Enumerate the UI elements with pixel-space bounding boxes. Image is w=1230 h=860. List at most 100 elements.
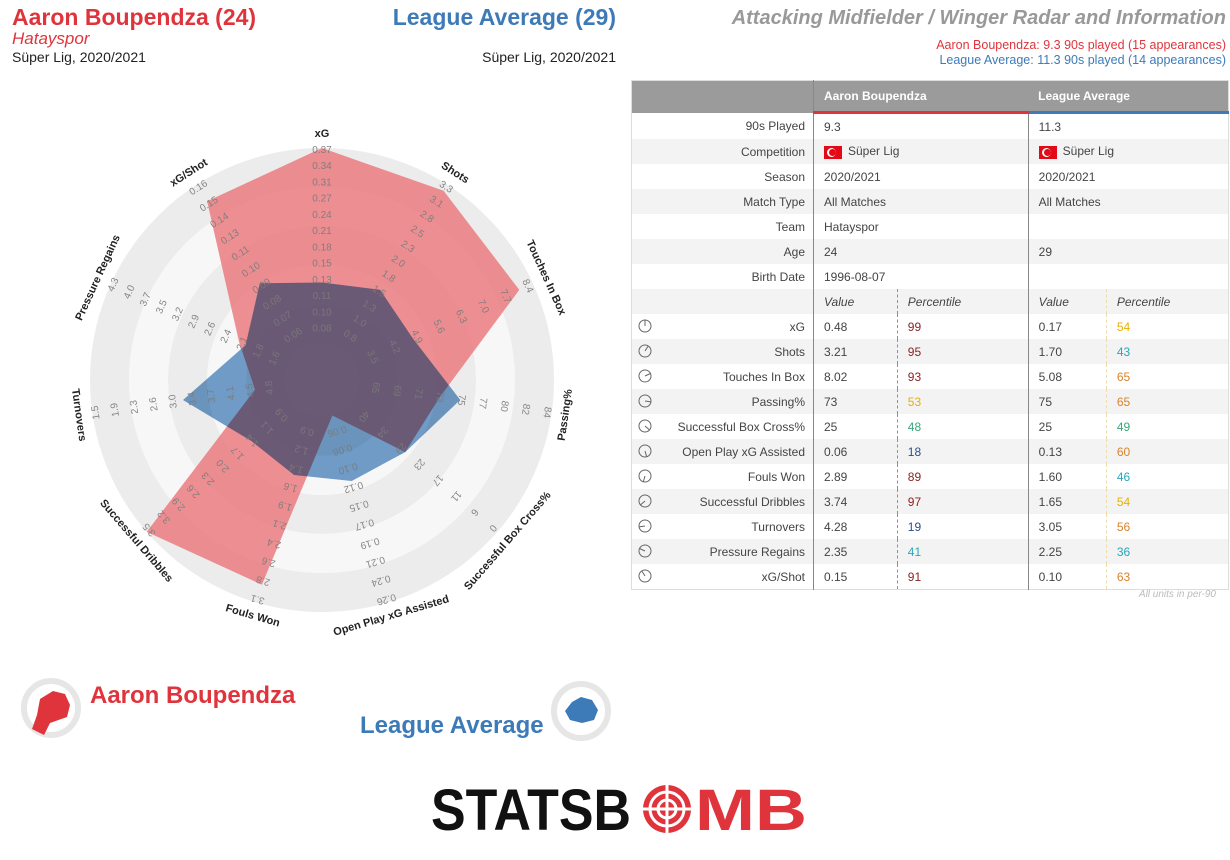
info-row-player2-value: 29 [1027, 239, 1229, 264]
info-value: 24 [824, 244, 838, 259]
radar-axis-label: xG [315, 128, 330, 140]
metric-label: Touches In Box [631, 364, 814, 389]
table-row: Match Type All Matches All Matches [631, 189, 1229, 214]
radar-tick-label: 0.24 [369, 572, 391, 588]
radar-tick-label: 1.9 [109, 402, 122, 418]
radar-tick-label: 2.8 [255, 573, 272, 588]
radar-tick-label: 6 [468, 506, 480, 518]
radar-tick-label: 0.19 [358, 535, 380, 551]
radar-tick-label: 4.2 [386, 338, 402, 356]
radar-tick-label: 0.31 [312, 177, 332, 188]
table-row: Passing% 73 53 75 65 [631, 389, 1229, 414]
metric-player2-percentile: 43 [1105, 339, 1229, 364]
info-row-player1-value: All Matches [813, 189, 1029, 214]
radar-tick-label: 0.06 [326, 422, 348, 438]
table-header-player1: Aaron Boupendza [813, 80, 1029, 114]
radar-tick-label: 2.9 [186, 313, 202, 331]
metric-player1-value: 0.15 [824, 569, 848, 584]
metric-player1-percentile: 41 [896, 539, 1029, 564]
info-row-label: Season [631, 164, 814, 189]
metric-player2-percentile: 49 [1105, 414, 1229, 439]
logo-target-icon [641, 783, 693, 835]
player1-summary: Aaron Boupendza: 9.3 90s played (15 appe… [936, 38, 1226, 52]
metric-dial-icon [638, 444, 652, 458]
table-row: xG/Shot 0.15 91 0.10 63 [631, 564, 1229, 590]
info-row-player1-value: 2020/2021 [814, 164, 1029, 189]
info-row-player2-value [1027, 214, 1229, 239]
metric-player1-value: 3.74 [813, 489, 898, 514]
metric-label: Passing% [631, 389, 814, 414]
metric-label: Pressure Regains [631, 539, 814, 564]
radar-chart: 0.08 0.10 0.11 0.13 0.15 0.18 0.21 0.24 0.27 0.31… [69, 128, 575, 639]
info-value: 2020/2021 [1038, 169, 1096, 184]
player2-legend-label: League Average [360, 712, 544, 739]
metric-player1-value: 73 [813, 389, 898, 414]
metric-dial-icon [638, 519, 652, 533]
radar-tick-label: 0.08 [331, 441, 353, 457]
radar-tick-label: 82 [519, 403, 532, 416]
metric-dial-icon [638, 494, 652, 508]
percentile-header: Percentile [1105, 289, 1229, 314]
table-row: Touches In Box 8.02 93 5.08 65 [631, 364, 1229, 389]
metric-player1-percentile: 93 [896, 364, 1029, 389]
metric-dial-icon [638, 394, 652, 408]
radar-tick-label: 69 [390, 384, 403, 397]
radar-tick-label: 8.4 [519, 278, 535, 296]
table-row: Shots 3.21 95 1.70 43 [631, 339, 1229, 364]
metric-name: Open Play xG Assisted [682, 444, 805, 459]
radar-tick-label: 3.1 [249, 592, 266, 607]
radar-tick-label: 0.18 [312, 242, 332, 253]
radar-tick-label: 65 [369, 381, 382, 394]
radar-tick-label: 0.15 [347, 497, 369, 513]
metric-label: Successful Dribbles [631, 489, 814, 514]
info-row-label: Age [631, 239, 814, 264]
radar-tick-label: 3.4 [186, 390, 199, 406]
table-header-blank [631, 80, 814, 113]
radar-tick-label: 80 [498, 400, 511, 413]
radar-tick-label: 0.27 [312, 194, 332, 205]
metric-player1-value: 2.35 [813, 539, 898, 564]
radar-title: Attacking Midfielder / Winger Radar and … [731, 7, 1226, 29]
logo-text-right: MB [695, 778, 807, 838]
radar-tick-label: 0.17 [353, 516, 375, 532]
metric-dial-icon [638, 569, 652, 583]
metric-name: Fouls Won [747, 469, 805, 484]
info-value: 29 [1038, 244, 1052, 259]
metric-player1-value: 8.02 [824, 369, 848, 384]
radar-tick-label: 3.7 [206, 388, 219, 404]
metric-player2-percentile: 65 [1105, 389, 1229, 414]
metric-player2-value: 5.08 [1038, 369, 1062, 384]
radar-tick-label: 6.3 [453, 308, 469, 326]
metric-player2-value: 1.70 [1028, 339, 1107, 364]
radar-tick-label: 1.5 [90, 404, 103, 420]
metric-player1-percentile: 89 [896, 464, 1029, 489]
radar-tick-label: 2.4 [219, 327, 235, 345]
radar-tick-label: 4.5 [244, 382, 257, 398]
radar-tick-label: 3.7 [138, 291, 154, 309]
metric-player1-percentile: 99 [896, 314, 1029, 339]
table-row: Competition Süper Lig Süper Lig [631, 139, 1229, 164]
metric-player1-value: 2.89 [824, 469, 848, 484]
metric-name: Successful Box Cross% [677, 419, 805, 434]
info-row-player1-value: 24 [813, 239, 1029, 264]
table-row: Turnovers 4.28 19 3.05 56 [631, 514, 1229, 539]
radar-tick-label: 73 [433, 391, 446, 404]
info-value: 11.3 [1038, 119, 1062, 134]
radar-tick-label: 0.9 [299, 423, 316, 438]
info-value: Süper Lig [848, 144, 900, 159]
value-header: Value [1028, 289, 1107, 314]
metric-dial-icon [638, 544, 652, 558]
turkey-flag-icon [1038, 145, 1057, 159]
metric-name: Shots [774, 344, 805, 359]
radar-tick-label: 0.12 [342, 479, 364, 495]
radar-tick-label: 2.6 [260, 554, 277, 569]
radar-tick-label: 0.37 [312, 145, 332, 156]
info-value: 9.3 [824, 119, 841, 134]
metric-player1-value: 0.48 [824, 319, 848, 334]
radar-tick-label: 1.8 [251, 342, 267, 360]
metric-player1-percentile: 97 [896, 489, 1029, 514]
radar-tick-label: 77 [476, 397, 489, 410]
metric-player2-value: 2.25 [1028, 539, 1107, 564]
radar-tick-label: 4.0 [122, 283, 138, 301]
radar-tick-label: 0.10 [312, 307, 332, 318]
